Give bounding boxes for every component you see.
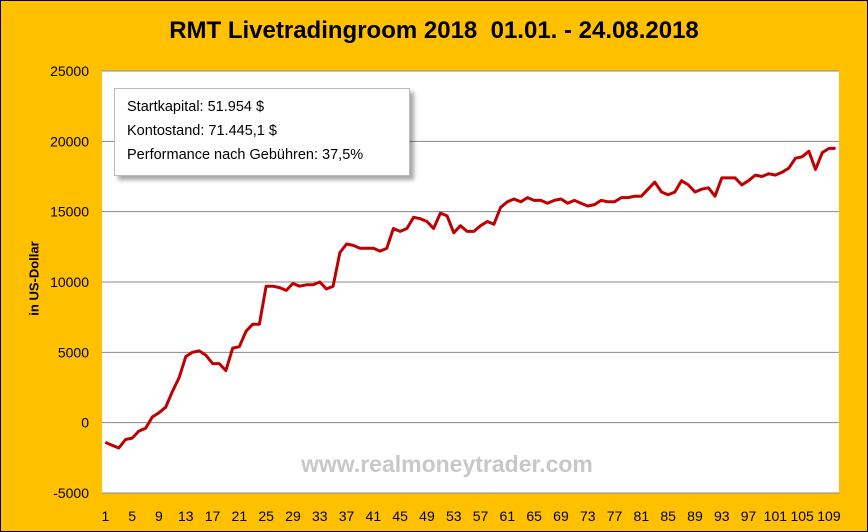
x-tick-label: 17 — [205, 508, 221, 524]
x-tick-label: 13 — [178, 508, 194, 524]
performance-text: Performance nach Gebühren: 37,5% — [127, 147, 364, 163]
start-capital-text: Startkapital: 51.954 $ — [127, 99, 265, 115]
x-tick-label: 33 — [312, 508, 328, 524]
chart-title: RMT Livetradingroom 2018 01.01. - 24.08.… — [169, 17, 699, 44]
x-tick-label: 89 — [687, 508, 703, 524]
y-tick-label: 20000 — [50, 133, 89, 149]
x-tick-label: 37 — [339, 508, 355, 524]
x-tick-label: 45 — [392, 508, 408, 524]
x-tick-label: 1 — [101, 508, 109, 524]
x-tick-label: 73 — [580, 508, 596, 524]
watermark: www.realmoneytrader.com — [301, 451, 593, 477]
y-tick-label: 0 — [81, 415, 89, 431]
y-tick-label: 5000 — [58, 344, 89, 360]
x-tick-label: 29 — [285, 508, 301, 524]
x-tick-label: 81 — [634, 508, 650, 524]
x-tick-label: 101 — [764, 508, 788, 524]
x-tick-label: 65 — [526, 508, 542, 524]
balance-text: Kontostand: 71.445,1 $ — [127, 123, 277, 139]
x-tick-label: 21 — [232, 508, 248, 524]
x-tick-label: 97 — [741, 508, 757, 524]
x-tick-label: 53 — [446, 508, 462, 524]
x-tick-label: 93 — [714, 508, 730, 524]
info-box: Startkapital: 51.954 $ Kontostand: 71.44… — [114, 88, 410, 176]
x-tick-label: 105 — [790, 508, 814, 524]
x-tick-label: 57 — [473, 508, 489, 524]
x-tick-label: 69 — [553, 508, 569, 524]
y-tick-label: 15000 — [50, 204, 89, 220]
y-tick-label: 10000 — [50, 274, 89, 290]
y-tick-label: -5000 — [53, 485, 89, 501]
x-tick-label: 41 — [366, 508, 382, 524]
y-axis-label: in US-Dollar — [26, 241, 42, 316]
x-tick-label: 9 — [155, 508, 163, 524]
x-tick-label: 77 — [607, 508, 623, 524]
x-tick-label: 109 — [817, 508, 841, 524]
x-tick-label: 5 — [128, 508, 136, 524]
y-tick-label: 25000 — [50, 63, 89, 79]
series-line-kontostand — [104, 146, 836, 450]
x-tick-label: 61 — [500, 508, 516, 524]
x-tick-label: 49 — [419, 508, 435, 524]
x-tick-label: 25 — [258, 508, 274, 524]
x-tick-label: 85 — [660, 508, 676, 524]
